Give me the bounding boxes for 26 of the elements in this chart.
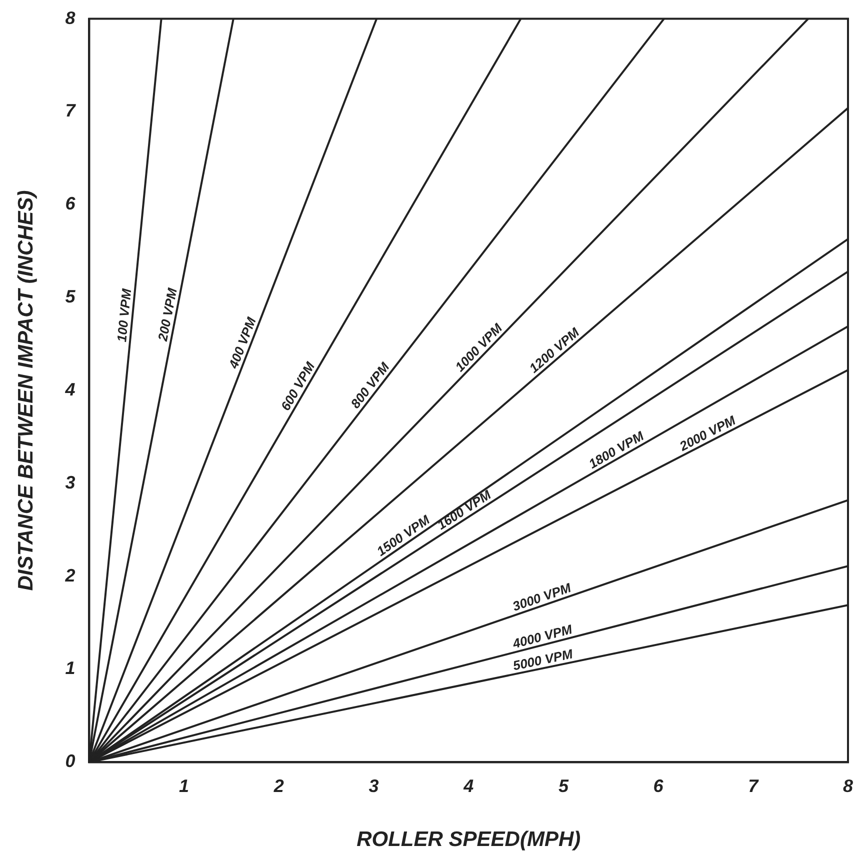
x-tick-label: 6: [653, 776, 664, 796]
y-tick-label: 1: [65, 658, 76, 678]
x-tick-label: 7: [748, 776, 760, 796]
text: 3000 VPM: [510, 580, 574, 614]
text: 5000 VPM: [512, 646, 576, 674]
y-tick-label: 4: [64, 379, 76, 400]
y-tick-label: 5: [65, 286, 76, 307]
text: 2000 VPM: [676, 412, 739, 454]
x-tick-label: 2: [272, 776, 284, 796]
y-axis-title: DISTANCE BETWEEN IMPACT (INCHES): [14, 190, 38, 591]
x-tick-label: 4: [462, 776, 474, 796]
y-tick-label: 0: [65, 751, 76, 772]
text: 100 VPM: [114, 286, 134, 343]
y-tick-label: 8: [65, 8, 76, 28]
y-tick-label: 2: [64, 565, 76, 586]
y-tick-label: 6: [65, 194, 76, 214]
text: 1800 VPM: [586, 428, 648, 472]
text: 400 VPM: [225, 314, 260, 372]
x-tick-label: 8: [842, 776, 853, 796]
x-tick-label: 3: [368, 776, 379, 796]
x-axis-title: ROLLER SPEED(MPH): [356, 828, 581, 852]
y-tick-label: 3: [65, 472, 76, 492]
text: 200 VPM: [154, 286, 180, 344]
x-tick-label: 5: [558, 776, 570, 796]
x-tick-label: 1: [179, 776, 190, 796]
y-tick-label: 7: [65, 100, 76, 121]
